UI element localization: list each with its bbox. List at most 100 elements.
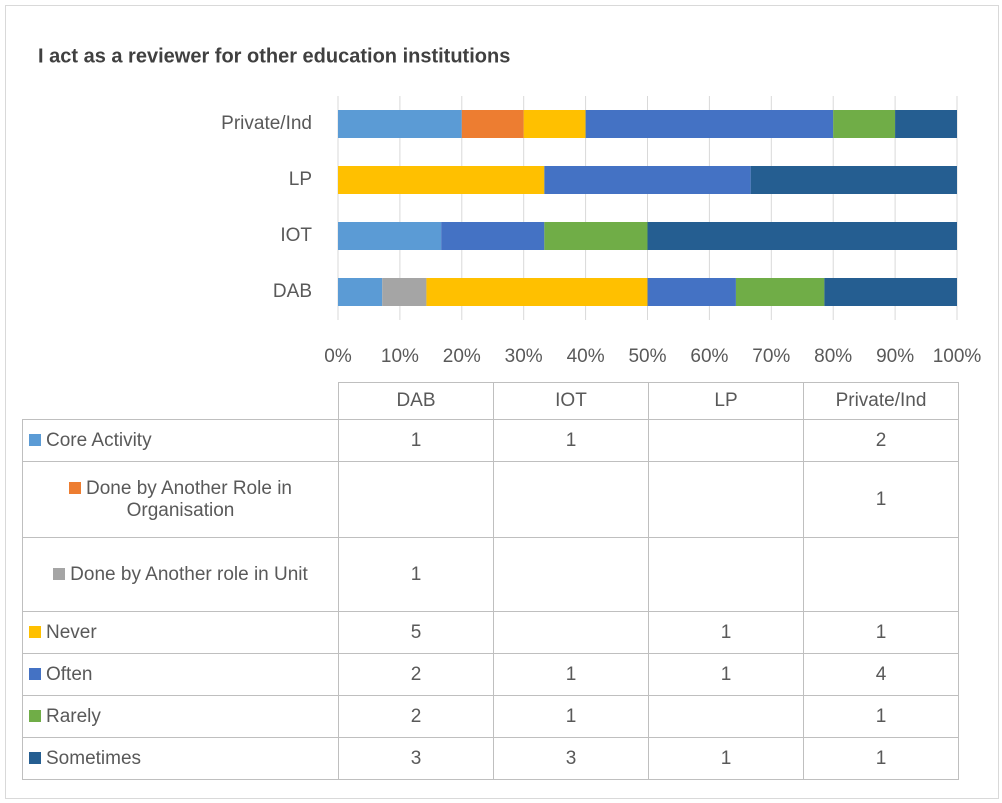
legend-swatch [53,567,66,580]
legend-swatch [29,667,41,680]
bar-segment [426,278,648,306]
bar-segment [338,222,442,250]
bar-segment [382,278,427,306]
table-value: 1 [648,611,804,654]
x-tick-label: 100% [933,346,982,367]
table-column-header: IOT [493,382,649,420]
table-value: 1 [493,419,649,462]
bar-segment [750,166,957,194]
legend-cell: Done by Another role in Unit [22,537,339,612]
table-value: 3 [338,737,494,780]
bar-segment [338,166,545,194]
table-value: 2 [803,419,959,462]
bar-segment [895,110,957,138]
table-value: 5 [338,611,494,654]
chart-title: I act as a reviewer for other education … [38,45,510,67]
x-tick-label: 60% [690,346,728,367]
legend-swatch [69,481,82,494]
bar-segment [585,110,834,138]
table-column-header: Private/Ind [803,382,959,420]
x-tick-label: 20% [443,346,481,367]
bar-segment [441,222,545,250]
table-value: 1 [338,537,494,612]
bar-segment [824,278,957,306]
bar-segment [523,110,586,138]
table-column-header: DAB [338,382,494,420]
legend-label: Done by Another Role in Organisation [86,477,292,521]
table-value [648,419,804,462]
bar-segment [544,222,648,250]
data-table: DAB IOT LP Private/Ind Core Activity 1 1 2 Done … [22,382,959,780]
legend-label: Often [46,663,93,685]
table-value [648,537,804,612]
table-row: Done by Another role in Unit 1 [22,537,959,612]
table-value: 2 [338,653,494,696]
table-value: 1 [803,461,959,538]
x-tick-label: 40% [567,346,605,367]
table-row: Never 5 1 1 [22,611,959,654]
bar-segment [647,222,957,250]
legend-label: Core Activity [46,429,152,451]
table-row: Often 2 1 1 4 [22,653,959,696]
legend-swatch [29,625,41,638]
legend-cell: Often [22,653,339,696]
legend-cell: Never [22,611,339,654]
legend-cell: Rarely [22,695,339,738]
x-tick-label: 10% [381,346,419,367]
x-tick-label: 70% [752,346,790,367]
legend-label: Never [46,621,97,643]
table-value: 4 [803,653,959,696]
table-value: 1 [803,695,959,738]
table-value: 2 [338,695,494,738]
y-tick-label: DAB [273,281,312,302]
table-value: 3 [493,737,649,780]
bar-segment [338,110,462,138]
x-tick-label: 90% [876,346,914,367]
table-header-row: DAB IOT LP Private/Ind [22,382,959,420]
x-tick-label: 50% [628,346,666,367]
y-tick-label: IOT [280,225,312,246]
table-value [338,461,494,538]
table-column-header: LP [648,382,804,420]
legend-cell: Core Activity [22,419,339,462]
bar-segment [544,166,751,194]
table-value [648,461,804,538]
bar-segment [647,278,736,306]
table-value [493,461,649,538]
x-tick-label: 30% [505,346,543,367]
table-corner [22,382,339,420]
table-row: Core Activity 1 1 2 [22,419,959,462]
legend-swatch [29,751,41,764]
chart-frame [5,5,999,799]
table-value: 1 [648,737,804,780]
bar-segment [833,110,896,138]
x-tick-label: 0% [324,346,352,367]
bar-segment [338,278,383,306]
table-row: Done by Another Role in Organisation 1 [22,461,959,538]
table-value: 1 [493,653,649,696]
y-tick-label: LP [289,169,312,190]
legend-swatch [29,709,41,722]
chart: I act as a reviewer for other education … [38,45,982,367]
legend-label: Done by Another role in Unit [70,563,308,585]
table-value: 1 [338,419,494,462]
table-value [493,611,649,654]
bar-segment [735,278,825,306]
table-value: 1 [803,737,959,780]
table-value: 1 [803,611,959,654]
legend-cell: Sometimes [22,737,339,780]
x-tick-label: 80% [814,346,852,367]
legend-cell: Done by Another Role in Organisation [22,461,339,538]
table-row: Rarely 2 1 1 [22,695,959,738]
table-value [803,537,959,612]
table-value: 1 [648,653,804,696]
legend-label: Sometimes [46,747,142,769]
legend-swatch [29,433,41,446]
table-value [493,537,649,612]
y-tick-label: Private/Ind [221,113,312,134]
table-value [648,695,804,738]
table-row: Sometimes 3 3 1 1 [22,737,959,780]
legend-label: Rarely [46,705,101,727]
bar-segment [461,110,524,138]
